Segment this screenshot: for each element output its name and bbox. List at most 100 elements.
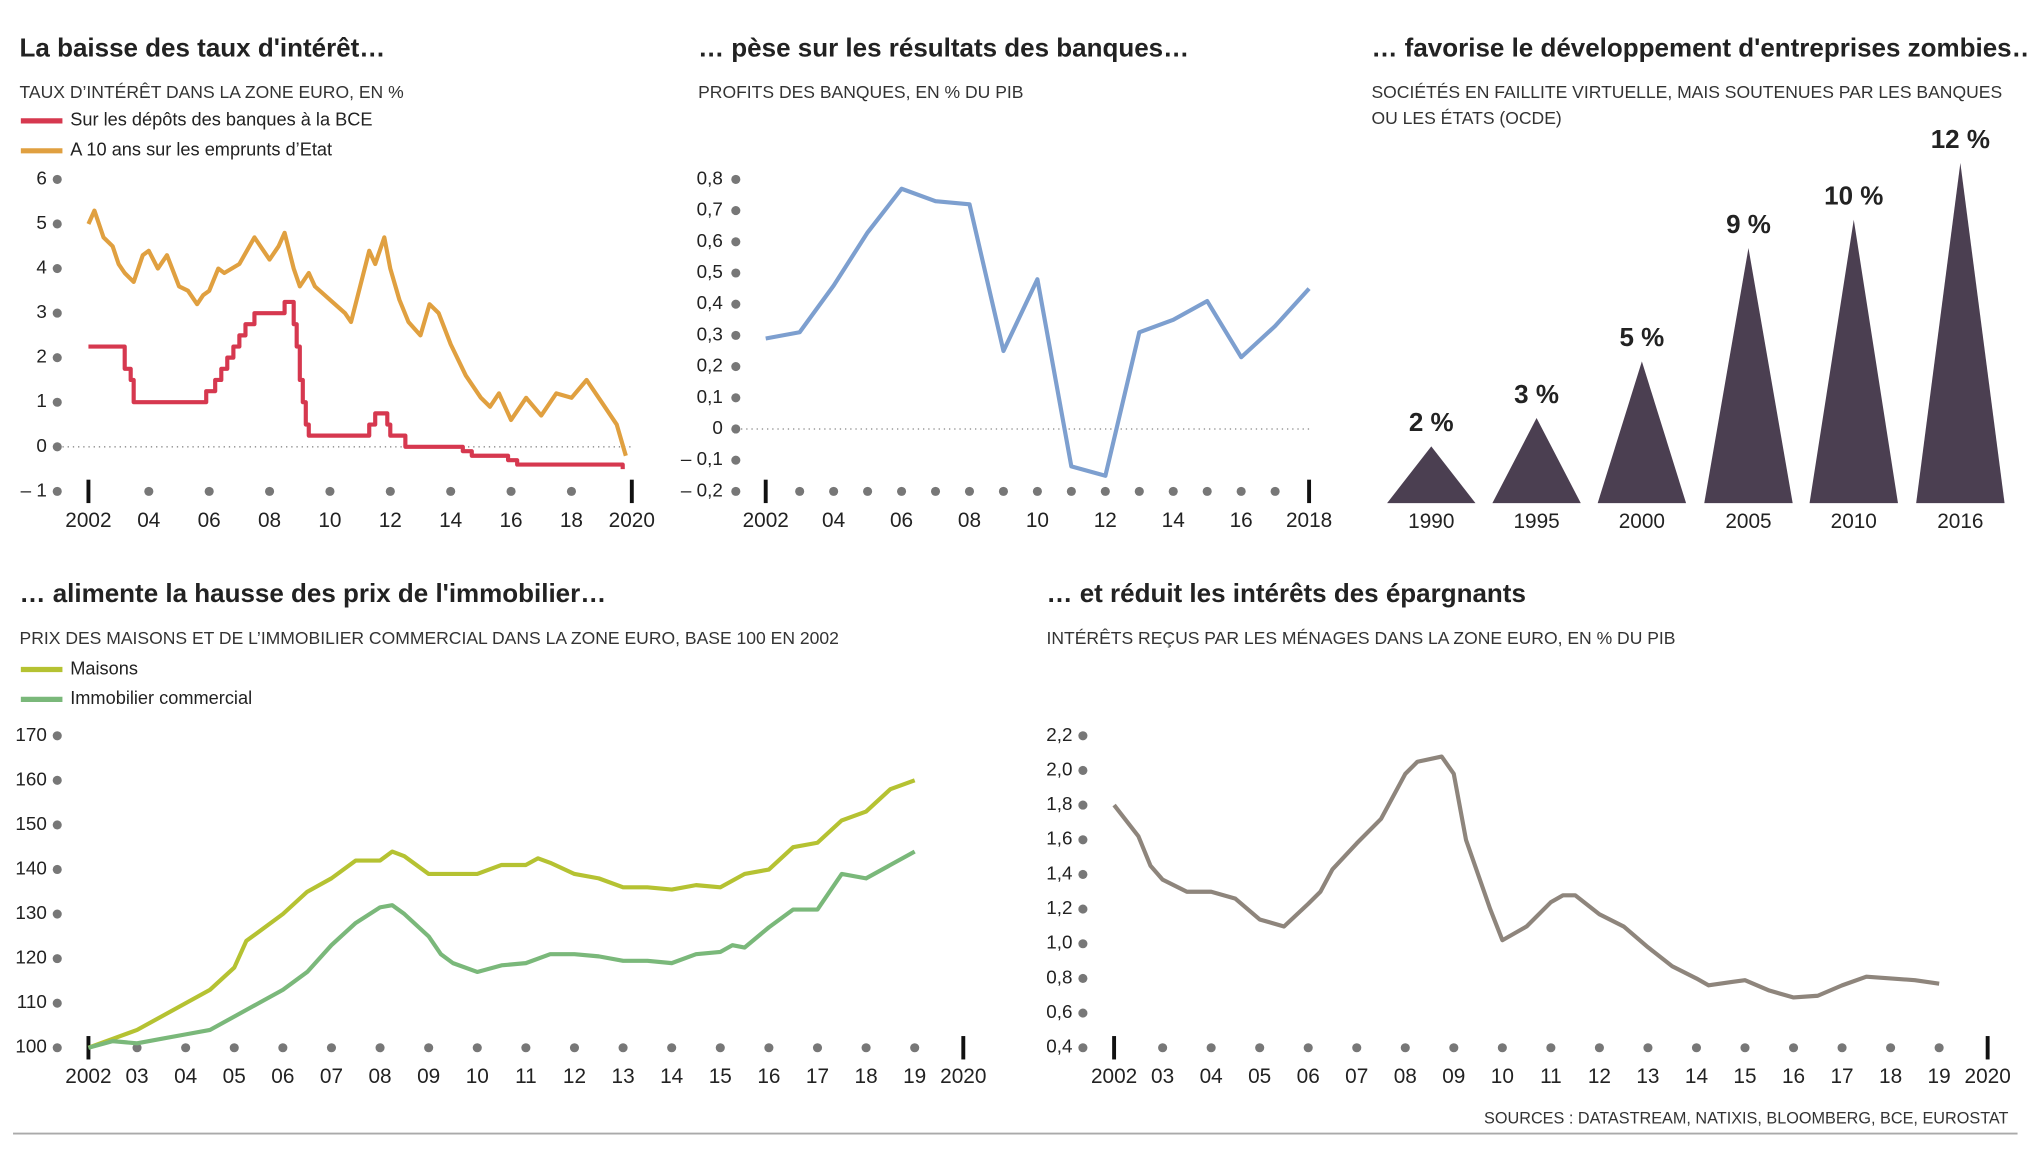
triangle <box>1387 446 1476 504</box>
line-series <box>765 186 1311 478</box>
x-tick-label: 2002 <box>1091 1065 1137 1088</box>
x-tick-label: 05 <box>1248 1065 1271 1088</box>
y-tick-dot <box>1078 904 1088 914</box>
y-tick-dot <box>731 393 741 403</box>
y-tick-label: 0,1 <box>697 386 723 407</box>
y-tick-label: 1 <box>36 390 46 411</box>
y-tick-label: 130 <box>15 902 46 923</box>
y-tick-dot <box>52 775 62 785</box>
x-tick-label: 12 <box>379 509 402 532</box>
x-tick-label: 2005 <box>1725 510 1771 533</box>
x-tick-dot <box>385 486 395 496</box>
y-tick-dot <box>52 998 62 1008</box>
y-tick-dot <box>1078 973 1088 983</box>
x-tick-label: 04 <box>822 509 845 532</box>
y-tick-label: 160 <box>15 768 46 789</box>
y-tick-dot <box>52 174 62 184</box>
triangle <box>1704 248 1793 504</box>
y-tick-dot <box>52 263 62 274</box>
y-tick-label: 0,7 <box>697 199 723 220</box>
x-tick-label: 2002 <box>65 509 111 532</box>
y-tick-label: 2 <box>36 346 46 367</box>
x-tick-dot <box>1886 1043 1896 1053</box>
x-tick-dot <box>424 1043 434 1053</box>
x-minor-tick-dot <box>1270 486 1280 496</box>
x-tick-dot <box>1255 1043 1265 1053</box>
x-tick-label: 18 <box>855 1065 878 1088</box>
y-tick-dot <box>52 909 62 919</box>
y-tick-label: 1,2 <box>1046 897 1072 918</box>
x-tick-dot <box>278 1043 288 1053</box>
x-tick-label: 2000 <box>1619 510 1665 533</box>
value-label: 9 % <box>1726 209 1771 239</box>
x-tick-dot <box>1449 1043 1459 1053</box>
y-tick-dot <box>52 442 62 452</box>
x-tick-label: 04 <box>1200 1065 1223 1088</box>
y-tick-dot <box>52 219 62 229</box>
line-series <box>87 849 916 1050</box>
x-tick-label: 13 <box>612 1065 635 1088</box>
y-tick-dot <box>52 1043 62 1053</box>
x-tick-label: 09 <box>1442 1065 1465 1088</box>
y-tick-label: 0,5 <box>697 261 723 282</box>
chart-subtitle: OU LES ÉTATS (OCDE) <box>1371 108 1561 128</box>
chart-title: La baisse des taux d'intérêt… <box>20 32 386 62</box>
y-tick-label: 100 <box>15 1036 46 1057</box>
y-tick-dot <box>52 353 62 363</box>
triangle <box>1597 361 1687 504</box>
y-tick-dot <box>731 330 741 340</box>
x-tick-label: 2020 <box>1965 1065 2011 1088</box>
x-minor-tick-dot <box>863 486 873 496</box>
x-tick-label: 2020 <box>940 1065 986 1088</box>
y-tick-label: 0,6 <box>1046 1001 1072 1022</box>
y-tick-label: 2,2 <box>1046 724 1072 745</box>
x-tick-label: 10 <box>1491 1065 1514 1088</box>
x-tick-dot <box>326 1043 337 1053</box>
x-tick-dot <box>1303 1043 1313 1053</box>
x-tick-dot <box>472 1043 482 1053</box>
x-tick-bar <box>961 1036 966 1060</box>
x-tick-label: 03 <box>1151 1065 1174 1088</box>
y-tick-label: 0,2 <box>697 355 723 376</box>
x-tick-bar <box>629 479 634 504</box>
x-tick-label: 05 <box>223 1065 246 1088</box>
x-tick-label: 2002 <box>743 509 789 532</box>
legend-label: Sur les dépôts des banques à la BCE <box>70 110 372 130</box>
x-minor-tick-dot <box>795 486 805 496</box>
y-tick-dot <box>731 268 741 278</box>
x-tick-label: 15 <box>709 1065 732 1088</box>
y-tick-label: 1,8 <box>1046 793 1072 814</box>
x-tick-label: 14 <box>660 1065 683 1088</box>
x-tick-dot <box>1206 1043 1216 1053</box>
x-tick-dot <box>910 1043 920 1053</box>
value-label: 3 % <box>1514 379 1559 409</box>
y-tick-label: 0,4 <box>697 292 723 313</box>
x-tick-label: 1995 <box>1513 510 1559 533</box>
y-tick-label: 0,6 <box>697 230 723 251</box>
value-label: 12 % <box>1931 124 1990 154</box>
y-tick-label: 0,8 <box>1046 966 1072 987</box>
x-tick-dot <box>1837 1043 1847 1053</box>
x-tick-bar <box>1307 479 1312 504</box>
x-tick-label: 06 <box>890 509 913 532</box>
y-tick-dot <box>731 455 741 465</box>
y-tick-label: 0,8 <box>697 167 723 188</box>
y-tick-label: 120 <box>15 947 46 968</box>
x-tick-bar <box>763 479 768 504</box>
x-tick-dot <box>1032 486 1042 496</box>
x-tick-dot <box>144 486 154 496</box>
y-tick-label: 4 <box>36 257 46 278</box>
y-tick-dot <box>52 954 62 964</box>
x-tick-label: 06 <box>198 509 221 532</box>
y-tick-label: 6 <box>36 167 46 188</box>
x-tick-bar <box>86 479 91 504</box>
x-tick-label: 14 <box>439 509 462 532</box>
x-tick-dot <box>764 1043 774 1053</box>
chart-subtitle: INTÉRÊTS REÇUS PAR LES MÉNAGES DANS LA Z… <box>1046 628 1675 648</box>
y-tick-label: 140 <box>15 857 46 878</box>
y-tick-dot <box>1078 939 1088 949</box>
y-tick-label: 1,6 <box>1046 828 1072 849</box>
x-tick-dot <box>181 1043 191 1053</box>
y-tick-label: 0 <box>36 435 46 456</box>
y-tick-dot <box>52 731 62 741</box>
